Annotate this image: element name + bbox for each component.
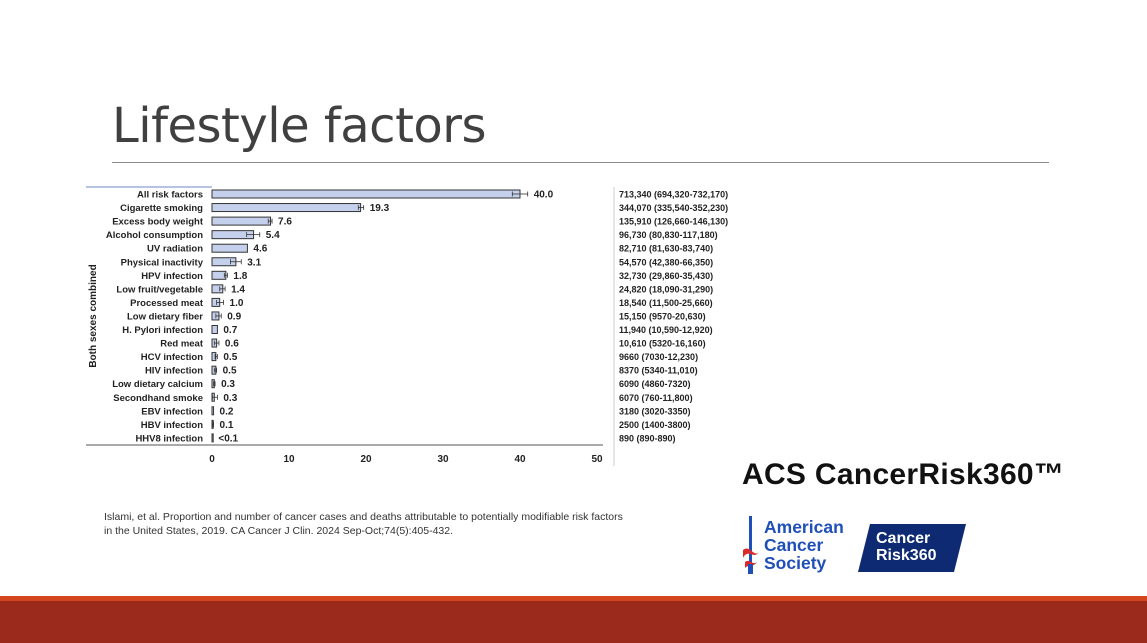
- footer-band: [0, 601, 1147, 643]
- cancerrisk360-logo: Cancer Risk360: [876, 530, 937, 564]
- x-tick-label: 10: [283, 454, 295, 465]
- bar: [211, 243, 248, 253]
- count-label: 32,730 (29,860-35,430): [619, 271, 713, 281]
- cancerrisk360-badge-icon: [858, 524, 966, 572]
- value-label: 5.4: [266, 230, 280, 241]
- count-label: 11,940 (10,590-12,920): [619, 325, 713, 335]
- count-label: 9660 (7030-12,230): [619, 352, 698, 362]
- x-tick-label: 50: [591, 454, 603, 465]
- category-label: Low fruit/vegetable: [116, 284, 203, 295]
- category-label: Cigarette smoking: [120, 203, 203, 214]
- count-label: 135,910 (126,660-146,130): [619, 217, 728, 227]
- count-label: 54,570 (42,380-66,350): [619, 257, 713, 267]
- acs-logo-line-1: American: [764, 517, 844, 537]
- count-label: 82,710 (81,630-83,740): [619, 244, 713, 254]
- category-label: H. Pylori infection: [122, 325, 203, 336]
- category-label: Alcohol consumption: [106, 230, 203, 241]
- count-label: 344,070 (335,540-352,230): [619, 203, 728, 213]
- cancerrisk-logo-360: 360: [909, 547, 937, 564]
- count-label: 6070 (760-11,800): [619, 393, 693, 403]
- citation: Islami, et al. Proportion and number of …: [104, 511, 623, 537]
- acs-sword-icon: [743, 516, 759, 574]
- category-label: UV radiation: [147, 244, 203, 255]
- count-label: 3180 (3020-3350): [619, 406, 691, 416]
- count-label: 96,730 (80,830-117,180): [619, 230, 718, 240]
- value-label: 0.2: [220, 406, 234, 417]
- acs-logo-line-2: Cancer: [764, 535, 824, 555]
- category-label: All risk factors: [137, 190, 203, 201]
- bar: [211, 270, 227, 280]
- x-tick-label: 20: [360, 454, 372, 465]
- attributable-fraction-bar-chart: Both sexes combined 0 10 20 30 40 50 All risk f…: [86, 186, 728, 466]
- american-cancer-society-logo: American Cancer Society: [740, 514, 860, 576]
- bar: [211, 189, 521, 199]
- category-label: EBV infection: [141, 406, 203, 417]
- value-label: 3.1: [247, 257, 261, 268]
- category-label: HCV infection: [141, 352, 203, 363]
- acs-logo-line-3: Society: [764, 553, 827, 573]
- category-label: Processed meat: [130, 298, 204, 309]
- footer-accent-stripe: [0, 596, 1147, 601]
- category-label: Secondhand smoke: [113, 393, 203, 404]
- value-label: 40.0: [534, 190, 554, 201]
- value-label: 0.5: [223, 366, 237, 377]
- value-label: 0.1: [220, 420, 234, 431]
- count-label: 15,150 (9570-20,630): [619, 311, 706, 321]
- count-label: 2500 (1400-3800): [619, 420, 691, 430]
- category-label: HPV infection: [141, 271, 203, 282]
- value-label: 1.4: [231, 284, 245, 295]
- category-label: Red meat: [160, 339, 204, 350]
- category-label: Physical inactivity: [121, 257, 204, 268]
- cancerrisk-logo-risk: Risk: [876, 547, 910, 564]
- count-label: 6090 (4860-7320): [619, 379, 691, 389]
- count-label: 24,820 (18,090-31,290): [619, 284, 713, 294]
- title-divider: [112, 162, 1049, 163]
- bar: [211, 433, 214, 443]
- y-axis-label: Both sexes combined: [88, 264, 99, 367]
- value-label: 4.6: [253, 244, 267, 255]
- value-label: 19.3: [370, 203, 390, 214]
- bar: [211, 203, 362, 213]
- count-label: 890 (890-890): [619, 433, 676, 443]
- count-label: 713,340 (694,320-732,170): [619, 190, 728, 200]
- value-label: 0.3: [223, 393, 237, 404]
- cancerrisk-logo-line-1: Cancer: [876, 530, 931, 547]
- category-label: HHV8 infection: [135, 433, 203, 444]
- value-label: <0.1: [218, 433, 238, 444]
- value-label: 7.6: [278, 217, 292, 228]
- value-label: 0.7: [223, 325, 237, 336]
- category-label: HIV infection: [145, 366, 203, 377]
- slide-title: Lifestyle factors: [112, 98, 487, 154]
- value-label: 0.5: [223, 352, 237, 363]
- value-label: 1.0: [230, 298, 244, 309]
- x-tick-label: 40: [514, 454, 526, 465]
- bar: [211, 325, 218, 334]
- value-label: 0.9: [227, 311, 241, 322]
- brand-heading: ACS CancerRisk360™: [742, 458, 1065, 491]
- x-tick-label: 30: [437, 454, 449, 465]
- bar: [211, 406, 215, 416]
- category-label: HBV infection: [141, 420, 203, 431]
- category-label: Low dietary fiber: [127, 311, 203, 322]
- bar: [211, 216, 272, 226]
- count-label: 8370 (5340-11,010): [619, 366, 698, 376]
- value-label: 0.6: [225, 339, 239, 350]
- category-label: Excess body weight: [112, 217, 204, 228]
- category-label: Low dietary calcium: [112, 379, 203, 390]
- value-label: 0.3: [221, 379, 235, 390]
- count-label: 10,610 (5320-16,160): [619, 339, 706, 349]
- x-tick-label: 0: [209, 454, 215, 465]
- count-label: 18,540 (11,500-25,660): [619, 298, 713, 308]
- value-label: 1.8: [233, 271, 247, 282]
